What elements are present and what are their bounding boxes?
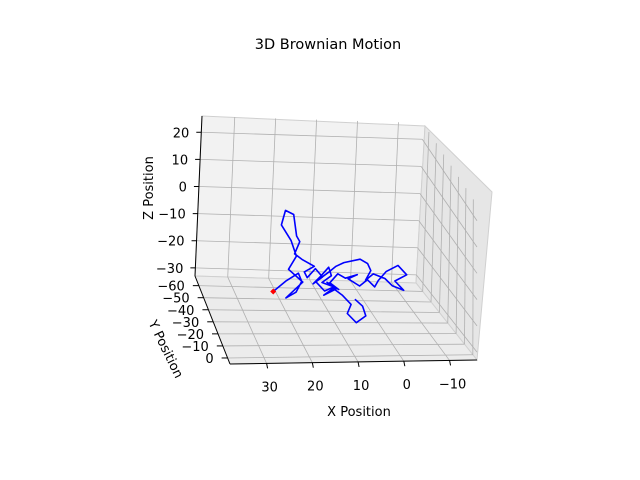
y-grid-floor (208, 309, 440, 313)
axes-panes (194, 115, 493, 365)
z-tick-label: −10 (158, 208, 185, 223)
grid-lines (195, 117, 478, 364)
z-axis-title: Z Position (142, 156, 157, 220)
start-marker (270, 288, 277, 295)
x-axis-line (229, 359, 478, 365)
y-tick-label: −60 (157, 280, 184, 295)
x-tick-mark (266, 363, 269, 369)
tick-marks-and-labels: 30 20 10 0 −10−60−50−40−30−20−10020100−10−20… (156, 126, 466, 395)
z-grid-side (420, 166, 478, 248)
x-tick-mark (449, 360, 452, 366)
z-tick-label: 10 (172, 153, 189, 168)
z-tick-label: 0 (179, 181, 187, 196)
y-grid-side (464, 188, 467, 345)
z-grid-side (419, 193, 478, 274)
z-tick-label: −30 (156, 262, 183, 277)
z-grid-side (418, 220, 478, 300)
y-tick-label: 0 (205, 352, 213, 367)
x-tick-mark (357, 361, 360, 368)
z-grid-side (417, 247, 478, 327)
y-tick-label: −30 (172, 316, 199, 331)
data-series (270, 209, 408, 324)
x-tick-mark (311, 362, 314, 368)
y-tick-label: −10 (181, 340, 208, 355)
y-grid-floor (198, 285, 423, 292)
x-tick-label: 30 (261, 380, 278, 395)
z-grid-back (201, 131, 423, 140)
x-tick-label: 0 (403, 378, 411, 393)
x-grid-floor (391, 281, 450, 361)
y-grid-floor (227, 354, 473, 359)
x-grid-floor (309, 279, 359, 363)
y-grid-side (447, 165, 452, 324)
x-grid-back (227, 117, 236, 278)
x-grid-back (309, 119, 317, 280)
x-tick-mark (403, 361, 406, 367)
x-grid-floor (227, 276, 267, 364)
y-grid-floor (213, 321, 448, 324)
y-grid-side (455, 176, 459, 334)
x-grid-floor (350, 280, 405, 362)
x-grid-back (391, 122, 399, 283)
x-tick-label: 10 (353, 379, 370, 394)
z-tick-label: −20 (157, 235, 184, 250)
z-grid-back (196, 240, 418, 249)
y-grid-floor (203, 297, 432, 303)
brownian-path (272, 209, 408, 324)
y-axis-line (194, 275, 231, 365)
chart-title: 3D Brownian Motion (255, 37, 401, 53)
z-grid-back (200, 158, 422, 167)
z-grid-back (198, 186, 420, 194)
x-grid-back (268, 118, 277, 279)
x-grid-back (350, 120, 358, 281)
back-pane (194, 115, 426, 284)
y-grid-side (438, 154, 445, 313)
y-grid-floor (222, 343, 465, 347)
z-tick-label: 20 (173, 126, 190, 141)
axes-lines (194, 115, 478, 365)
z-grid-side (416, 274, 478, 353)
x-grid-floor (268, 278, 313, 363)
z-grid-back (197, 213, 419, 222)
x-tick-label: −10 (439, 377, 466, 392)
x-axis-title: X Position (327, 405, 391, 420)
y-tick-label: −20 (177, 328, 204, 343)
y-grid-side (422, 131, 430, 292)
z-axis-line (194, 115, 203, 277)
y-tick-label: −40 (167, 304, 194, 319)
x-tick-label: 20 (307, 380, 324, 395)
z-grid-side (421, 139, 478, 221)
y-tick-label: −50 (162, 292, 189, 307)
y-grid-side (430, 143, 437, 302)
